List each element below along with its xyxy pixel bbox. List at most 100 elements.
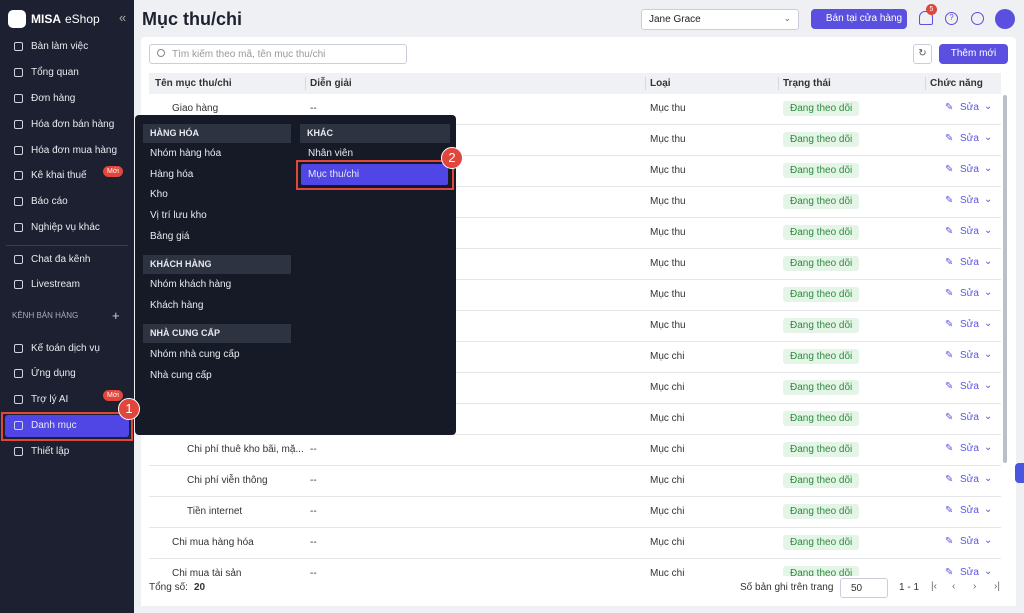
row-edit[interactable]: Sửa [960, 350, 979, 361]
pager-button[interactable]: ‹ [952, 581, 956, 592]
pager-button[interactable]: |‹ [931, 581, 937, 592]
row-edit[interactable]: Sửa [960, 133, 979, 144]
row-menu[interactable]: ⌄ [984, 194, 993, 205]
menu-item[interactable]: Kê khai thuế [31, 170, 87, 181]
menu-icon [14, 280, 23, 289]
row-menu[interactable]: ⌄ [984, 504, 993, 515]
row-type: Mục chi [650, 537, 685, 548]
edit-icon[interactable]: ✎ [945, 226, 954, 237]
pager-button[interactable]: › [973, 581, 977, 592]
row-menu[interactable]: ⌄ [984, 473, 993, 484]
help-icon[interactable]: ? [945, 12, 958, 25]
collapse-icon[interactable]: « [119, 10, 127, 25]
add-button[interactable]: Thêm mới [939, 44, 1008, 64]
menu-icon [14, 42, 23, 51]
menu-item[interactable]: Tổng quan [31, 67, 79, 78]
row-menu[interactable]: ⌄ [984, 380, 993, 391]
menu-item[interactable]: Bàn làm việc [31, 41, 89, 52]
row-edit[interactable]: Sửa [960, 474, 979, 485]
edit-icon[interactable]: ✎ [945, 474, 954, 485]
search-box[interactable]: Tìm kiếm theo mã, tên mục thu/chi [149, 44, 407, 64]
edit-icon[interactable]: ✎ [945, 195, 954, 206]
menu-item[interactable]: Kế toán dịch vụ [31, 343, 100, 354]
popup-item[interactable]: Nhóm hàng hóa [150, 148, 222, 159]
row-type: Mục thu [650, 134, 686, 145]
page-size-select[interactable]: 50 [840, 578, 888, 598]
row-edit[interactable]: Sửa [960, 536, 979, 547]
row-menu[interactable]: ⌄ [984, 535, 993, 546]
row-edit[interactable]: Sửa [960, 164, 979, 175]
edit-icon[interactable]: ✎ [945, 257, 954, 268]
popup-item[interactable]: Nhóm nhà cung cấp [150, 349, 240, 360]
edit-icon[interactable]: ✎ [945, 505, 954, 516]
row-edit[interactable]: Sửa [960, 381, 979, 392]
menu-item[interactable]: Hóa đơn mua hàng [31, 145, 118, 156]
popup-item[interactable]: Nhà cung cấp [150, 370, 212, 381]
popup-item[interactable]: Bảng giá [150, 231, 190, 242]
row-menu[interactable]: ⌄ [984, 101, 993, 112]
row-edit[interactable]: Sửa [960, 443, 979, 454]
row-menu[interactable]: ⌄ [984, 349, 993, 360]
edit-icon[interactable]: ✎ [945, 288, 954, 299]
popup-item[interactable]: Nhóm khách hàng [150, 279, 232, 290]
more-icon[interactable] [971, 12, 984, 25]
edit-icon[interactable]: ✎ [945, 536, 954, 547]
edit-icon[interactable]: ✎ [945, 567, 954, 578]
row-edit[interactable]: Sửa [960, 195, 979, 206]
edit-icon[interactable]: ✎ [945, 133, 954, 144]
store-select[interactable]: Jane Grace ⌄ [641, 9, 799, 30]
popup-item[interactable]: Hàng hóa [150, 169, 194, 180]
menu-item[interactable]: Hóa đơn bán hàng [31, 119, 115, 130]
menu-item[interactable]: Thiết lập [31, 446, 70, 457]
row-edit[interactable]: Sửa [960, 505, 979, 516]
add-channel[interactable]: + [112, 308, 120, 323]
row-menu[interactable]: ⌄ [984, 442, 993, 453]
side-toggle[interactable] [1015, 463, 1024, 483]
edit-icon[interactable]: ✎ [945, 319, 954, 330]
menu-item[interactable]: Danh mục [31, 420, 77, 431]
row-menu[interactable]: ⌄ [984, 411, 993, 422]
edit-icon[interactable]: ✎ [945, 443, 954, 454]
refresh-button[interactable]: ↻ [913, 44, 932, 64]
row-edit[interactable]: Sửa [960, 567, 979, 578]
popup-item[interactable]: Mục thu/chi [308, 169, 360, 180]
edit-icon[interactable]: ✎ [945, 412, 954, 423]
row-menu[interactable]: ⌄ [984, 225, 993, 236]
menu-item[interactable]: Livestream [31, 279, 80, 290]
popup-item[interactable]: Nhân viên [308, 148, 354, 159]
menu-icon [14, 171, 23, 180]
row-edit[interactable]: Sửa [960, 319, 979, 330]
sell-button[interactable]: Bán tại cửa hàng [811, 9, 907, 29]
edit-icon[interactable]: ✎ [945, 350, 954, 361]
row-menu[interactable]: ⌄ [984, 318, 993, 329]
popup-item[interactable]: Kho [150, 189, 168, 200]
menu-item[interactable]: Nghiệp vụ khác [31, 222, 100, 233]
page-range: 1 - 1 [899, 582, 920, 593]
row-menu[interactable]: ⌄ [984, 566, 993, 577]
row-menu[interactable]: ⌄ [984, 287, 993, 298]
popup-item[interactable]: Khách hàng [150, 300, 204, 311]
menu-item[interactable]: Ứng dụng [31, 368, 76, 379]
edit-icon[interactable]: ✎ [945, 102, 954, 113]
pager-button[interactable]: ›| [994, 581, 1000, 592]
menu-item[interactable]: Báo cáo [31, 196, 68, 207]
row-edit[interactable]: Sửa [960, 226, 979, 237]
edit-icon[interactable]: ✎ [945, 381, 954, 392]
menu-item[interactable]: Đơn hàng [31, 93, 76, 104]
edit-icon[interactable]: ✎ [945, 164, 954, 175]
menu-item[interactable]: Trợ lý AI [31, 394, 69, 405]
avatar[interactable] [995, 9, 1015, 29]
row-menu[interactable]: ⌄ [984, 132, 993, 143]
row-edit[interactable]: Sửa [960, 102, 979, 113]
row-edit[interactable]: Sửa [960, 257, 979, 268]
row-menu[interactable]: ⌄ [984, 163, 993, 174]
row-name: Chi phí viễn thông [187, 475, 268, 486]
menu-item[interactable]: Chat đa kênh [31, 254, 91, 265]
row-edit[interactable]: Sửa [960, 412, 979, 423]
row-menu[interactable]: ⌄ [984, 256, 993, 267]
popup-item[interactable]: Vị trí lưu kho [150, 210, 207, 221]
footer-bg [141, 576, 1016, 606]
row-edit[interactable]: Sửa [960, 288, 979, 299]
column-header: Chức năng [930, 78, 983, 89]
row-divider [149, 341, 1001, 342]
